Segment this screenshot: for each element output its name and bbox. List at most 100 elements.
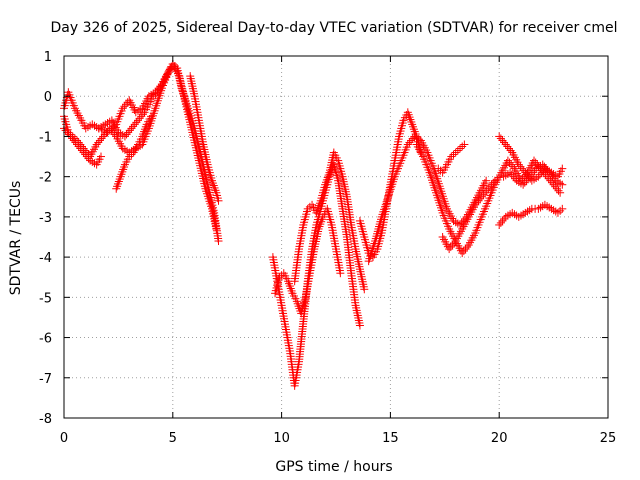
data-point xyxy=(458,249,467,258)
data-point xyxy=(73,140,82,149)
data-point xyxy=(537,168,546,177)
data-point xyxy=(508,162,517,171)
data-point xyxy=(92,140,101,149)
data-point xyxy=(505,158,514,167)
data-point xyxy=(509,172,518,181)
data-point xyxy=(129,122,138,131)
data-point xyxy=(77,146,86,155)
data-point xyxy=(484,184,493,193)
data-point xyxy=(507,160,516,169)
data-point xyxy=(336,269,345,278)
data-point xyxy=(456,220,465,229)
data-point xyxy=(506,146,515,155)
data-point xyxy=(76,144,85,153)
data-point xyxy=(135,114,144,123)
data-point xyxy=(551,182,560,191)
data-point xyxy=(212,224,221,233)
data-point xyxy=(503,156,512,165)
data-point xyxy=(527,170,536,179)
data-point xyxy=(100,130,109,139)
data-point xyxy=(519,180,528,189)
x-axis-label: GPS time / hours xyxy=(275,459,392,475)
data-point xyxy=(496,134,505,143)
data-point xyxy=(474,196,483,205)
data-point xyxy=(525,172,534,181)
data-point xyxy=(552,184,561,193)
x-tick-label: 25 xyxy=(600,431,617,446)
data-point xyxy=(122,100,131,109)
data-point xyxy=(407,136,416,145)
data-point xyxy=(534,172,543,181)
data-point xyxy=(482,176,491,185)
y-tick-label: -1 xyxy=(39,130,52,145)
data-point xyxy=(485,182,494,191)
data-point xyxy=(132,118,141,127)
x-tick-label: 5 xyxy=(169,431,177,446)
data-point xyxy=(522,176,531,185)
data-point xyxy=(110,130,119,139)
y-tick-label: -8 xyxy=(39,412,52,427)
data-point xyxy=(448,241,457,250)
data-point xyxy=(550,174,559,183)
data-point xyxy=(461,245,470,254)
x-tick-label: 10 xyxy=(273,431,290,446)
data-point xyxy=(547,178,556,187)
data-point xyxy=(546,170,555,179)
y-axis-label: SDTVAR / TECUs xyxy=(8,181,24,296)
data-point xyxy=(487,180,496,189)
data-point xyxy=(137,112,146,121)
data-point xyxy=(463,243,472,252)
chart-title: Day 326 of 2025, Sidereal Day-to-day VTE… xyxy=(50,20,617,36)
data-point xyxy=(124,128,133,137)
data-point xyxy=(477,192,486,201)
data-point xyxy=(476,194,485,203)
data-point xyxy=(360,285,369,294)
x-tick-label: 15 xyxy=(382,431,399,446)
data-point xyxy=(127,124,136,133)
data-point xyxy=(558,204,567,213)
data-point xyxy=(540,162,549,171)
data-point xyxy=(61,126,70,135)
data-point xyxy=(496,218,505,227)
data-point xyxy=(214,237,223,246)
data-point xyxy=(543,166,552,175)
data-point xyxy=(64,130,73,139)
data-point xyxy=(481,188,490,197)
data-point xyxy=(96,152,105,161)
data-point xyxy=(472,198,481,207)
data-point xyxy=(74,142,83,151)
data-point xyxy=(97,134,106,143)
data-point xyxy=(548,172,557,181)
data-point xyxy=(514,160,523,169)
y-tick-label: -4 xyxy=(39,251,52,266)
data-point xyxy=(68,134,77,143)
data-point xyxy=(541,164,550,173)
data-point xyxy=(81,150,90,159)
y-tick-label: -6 xyxy=(39,332,52,347)
data-point xyxy=(460,140,469,149)
data-point xyxy=(63,128,72,137)
x-axis-ticks: 0 5 10 15 20 25 xyxy=(60,56,616,446)
data-point xyxy=(554,186,563,195)
data-points xyxy=(60,60,567,390)
data-point xyxy=(71,138,80,147)
y-tick-label: -3 xyxy=(39,211,52,226)
data-point xyxy=(69,136,78,145)
data-point xyxy=(79,148,88,157)
data-point xyxy=(408,134,417,143)
data-point xyxy=(84,154,93,163)
data-point xyxy=(445,245,454,254)
data-point xyxy=(120,102,129,111)
data-point xyxy=(133,116,142,125)
data-point xyxy=(166,64,175,73)
data-point xyxy=(524,174,533,183)
data-point xyxy=(482,186,491,195)
data-point xyxy=(118,104,127,113)
x-tick-label: 20 xyxy=(491,431,508,446)
data-point xyxy=(507,170,516,179)
data-point xyxy=(459,247,468,256)
data-point xyxy=(95,136,104,145)
data-point xyxy=(500,138,509,147)
